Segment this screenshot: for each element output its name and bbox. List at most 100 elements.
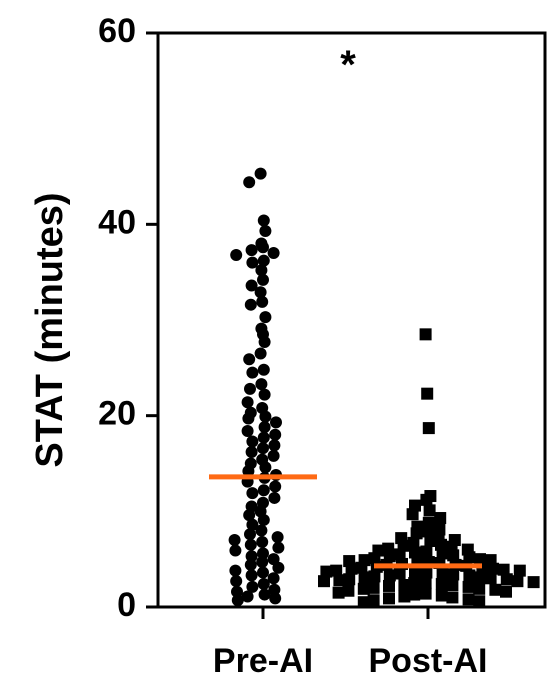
y-tick-label: 20 <box>98 395 136 433</box>
pre-ai-point <box>257 578 270 591</box>
post-ai-point <box>409 546 421 559</box>
post-ai-point <box>343 573 356 586</box>
post-ai-point <box>408 577 421 590</box>
post-ai-point <box>410 527 423 540</box>
post-ai-point <box>434 512 447 525</box>
pre-ai-point <box>246 487 259 500</box>
pre-ai-point <box>254 167 267 180</box>
pre-ai-point <box>245 550 258 563</box>
pre-ai-point <box>246 435 259 448</box>
pre-ai-point <box>258 388 271 401</box>
post-ai-point <box>398 578 411 591</box>
pre-ai-point <box>228 534 241 547</box>
pre-ai-point <box>246 366 259 379</box>
post-ai-point <box>424 534 437 547</box>
post-ai-point <box>462 593 475 606</box>
post-ai-point <box>342 584 355 597</box>
points-layer <box>228 167 540 609</box>
pre-ai-point <box>243 353 256 366</box>
pre-ai-point <box>257 431 270 444</box>
pre-ai-point <box>267 247 280 260</box>
pre-ai-point <box>272 541 285 554</box>
pre-ai-point <box>257 442 269 455</box>
post-ai-point <box>419 587 432 600</box>
pre-ai-point <box>257 566 269 579</box>
pre-ai-point <box>259 461 272 474</box>
x-category-label: Post-AI <box>369 642 488 680</box>
pre-ai-point <box>241 424 254 437</box>
pre-ai-point <box>255 264 268 277</box>
pre-ai-point <box>256 295 269 308</box>
pre-ai-point <box>243 509 256 522</box>
pre-ai-point <box>231 594 244 607</box>
post-ai-point <box>462 580 475 593</box>
pre-ai-point <box>272 561 285 574</box>
pre-ai-point <box>242 465 255 478</box>
pre-ai-point <box>246 256 259 269</box>
y-tick-label: 0 <box>117 586 136 624</box>
x-category-label: Pre-AI <box>213 642 313 680</box>
post-ai-point <box>422 422 435 435</box>
y-axis-title: STAT (minutes) <box>29 192 71 467</box>
post-ai-point <box>358 571 371 584</box>
post-ai-point <box>447 549 460 562</box>
pre-ai-point <box>271 531 284 544</box>
post-ai-point <box>500 585 512 598</box>
pre-ai-point <box>246 580 259 593</box>
y-ticks: 0 20 40 60 <box>98 12 158 624</box>
pre-ai-point <box>269 480 282 493</box>
post-ai-point <box>435 578 448 591</box>
median-layer <box>209 474 482 569</box>
pre-ai-point <box>259 311 272 324</box>
pre-ai-point <box>241 590 254 603</box>
post-ai-point <box>489 583 502 596</box>
pre-ai-point <box>255 378 268 391</box>
post-ai-point <box>420 493 433 506</box>
pre-ai-point <box>269 428 282 441</box>
significance-annotation: * <box>340 43 356 87</box>
post-ai-point <box>332 586 345 599</box>
pre-ai-point <box>257 513 270 526</box>
pre-ai-point <box>268 439 281 452</box>
post-ai-point <box>330 564 343 577</box>
post-ai-point <box>500 573 513 586</box>
y-tick-label: 60 <box>98 12 136 50</box>
pre-ai-point <box>230 248 243 261</box>
pre-ai-point <box>245 279 258 292</box>
pre-ai-point <box>231 585 243 598</box>
post-ai-point <box>409 566 421 579</box>
axes-layer <box>156 31 547 609</box>
post-ai-point <box>393 567 406 580</box>
pre-ai-point <box>267 572 280 585</box>
post-ai-point <box>484 572 497 585</box>
pre-ai-point <box>257 547 269 560</box>
pre-ai-point <box>230 575 243 588</box>
pre-ai-point <box>270 416 282 429</box>
post-ai-point <box>474 571 486 584</box>
post-ai-point <box>355 561 368 574</box>
post-ai-point <box>408 588 421 601</box>
post-ai-point <box>398 590 411 603</box>
pre-ai-point <box>229 544 242 557</box>
post-ai-point <box>320 565 333 578</box>
post-ai-point <box>383 579 395 592</box>
pre-ai-point <box>268 583 281 596</box>
post-ai-point <box>419 328 432 341</box>
pre-ai-point <box>267 449 280 462</box>
post-ai-point <box>497 563 510 576</box>
pre-ai-point <box>258 336 271 349</box>
pre-ai-point <box>245 446 258 459</box>
pre-ai-point <box>242 412 255 425</box>
pre-ai-point <box>244 382 256 395</box>
y-tick-label: 40 <box>98 203 136 241</box>
pre-ai-point <box>258 421 271 434</box>
post-ai-point <box>487 562 499 575</box>
post-ai-point <box>423 504 436 517</box>
pre-ai-point <box>229 564 242 577</box>
pre-ai-point <box>257 254 270 267</box>
post-ai-point <box>420 545 433 558</box>
pre-ai-point <box>269 592 282 605</box>
pre-ai-point <box>256 556 269 569</box>
post-ai-point <box>367 594 380 607</box>
